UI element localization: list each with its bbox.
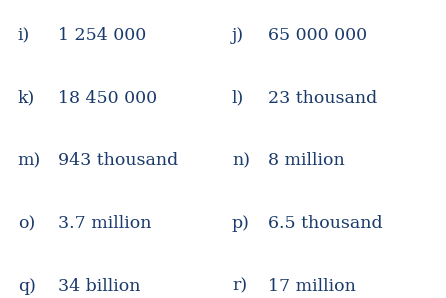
Text: 17 million: 17 million — [268, 277, 355, 295]
Text: j): j) — [232, 27, 244, 44]
Text: 8 million: 8 million — [268, 152, 344, 170]
Text: p): p) — [232, 215, 250, 232]
Text: 23 thousand: 23 thousand — [268, 90, 377, 107]
Text: 1 254 000: 1 254 000 — [58, 27, 146, 44]
Text: 6.5 thousand: 6.5 thousand — [268, 215, 382, 232]
Text: 65 000 000: 65 000 000 — [268, 27, 367, 44]
Text: o): o) — [18, 215, 35, 232]
Text: 34 billion: 34 billion — [58, 277, 140, 295]
Text: r): r) — [232, 277, 247, 295]
Text: 3.7 million: 3.7 million — [58, 215, 152, 232]
Text: n): n) — [232, 152, 250, 170]
Text: m): m) — [18, 152, 41, 170]
Text: k): k) — [18, 90, 35, 107]
Text: l): l) — [232, 90, 244, 107]
Text: q): q) — [18, 277, 36, 295]
Text: i): i) — [18, 27, 30, 44]
Text: 18 450 000: 18 450 000 — [58, 90, 157, 107]
Text: 943 thousand: 943 thousand — [58, 152, 178, 170]
